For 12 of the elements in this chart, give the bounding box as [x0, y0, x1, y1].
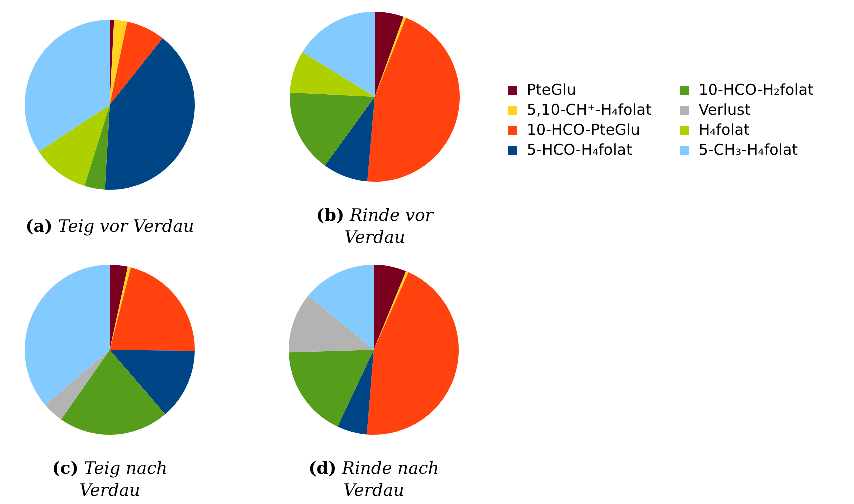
legend-label: 10-HCO-PteGlu: [527, 121, 640, 139]
legend-label: 10-HCO-H₂folat: [698, 81, 814, 99]
legend-label: PteGlu: [527, 81, 576, 99]
legend-label: 5,10-CH⁺-H₄folat: [527, 101, 652, 119]
text: (a) Teig vor Verdau: [26, 217, 194, 237]
text: (c) Teig nach Verdau: [52, 459, 168, 501]
legend-label: 5-HCO-H₄folat: [527, 141, 632, 159]
text: (d) Rinde nach Verdau: [308, 459, 440, 501]
legend-label: H₄folat: [698, 121, 750, 139]
text: (b) Rinde vor Verdau: [316, 206, 434, 248]
legend-label: 5-CH₃-H₄folat: [698, 141, 798, 159]
legend-label: Verlust: [698, 101, 751, 119]
